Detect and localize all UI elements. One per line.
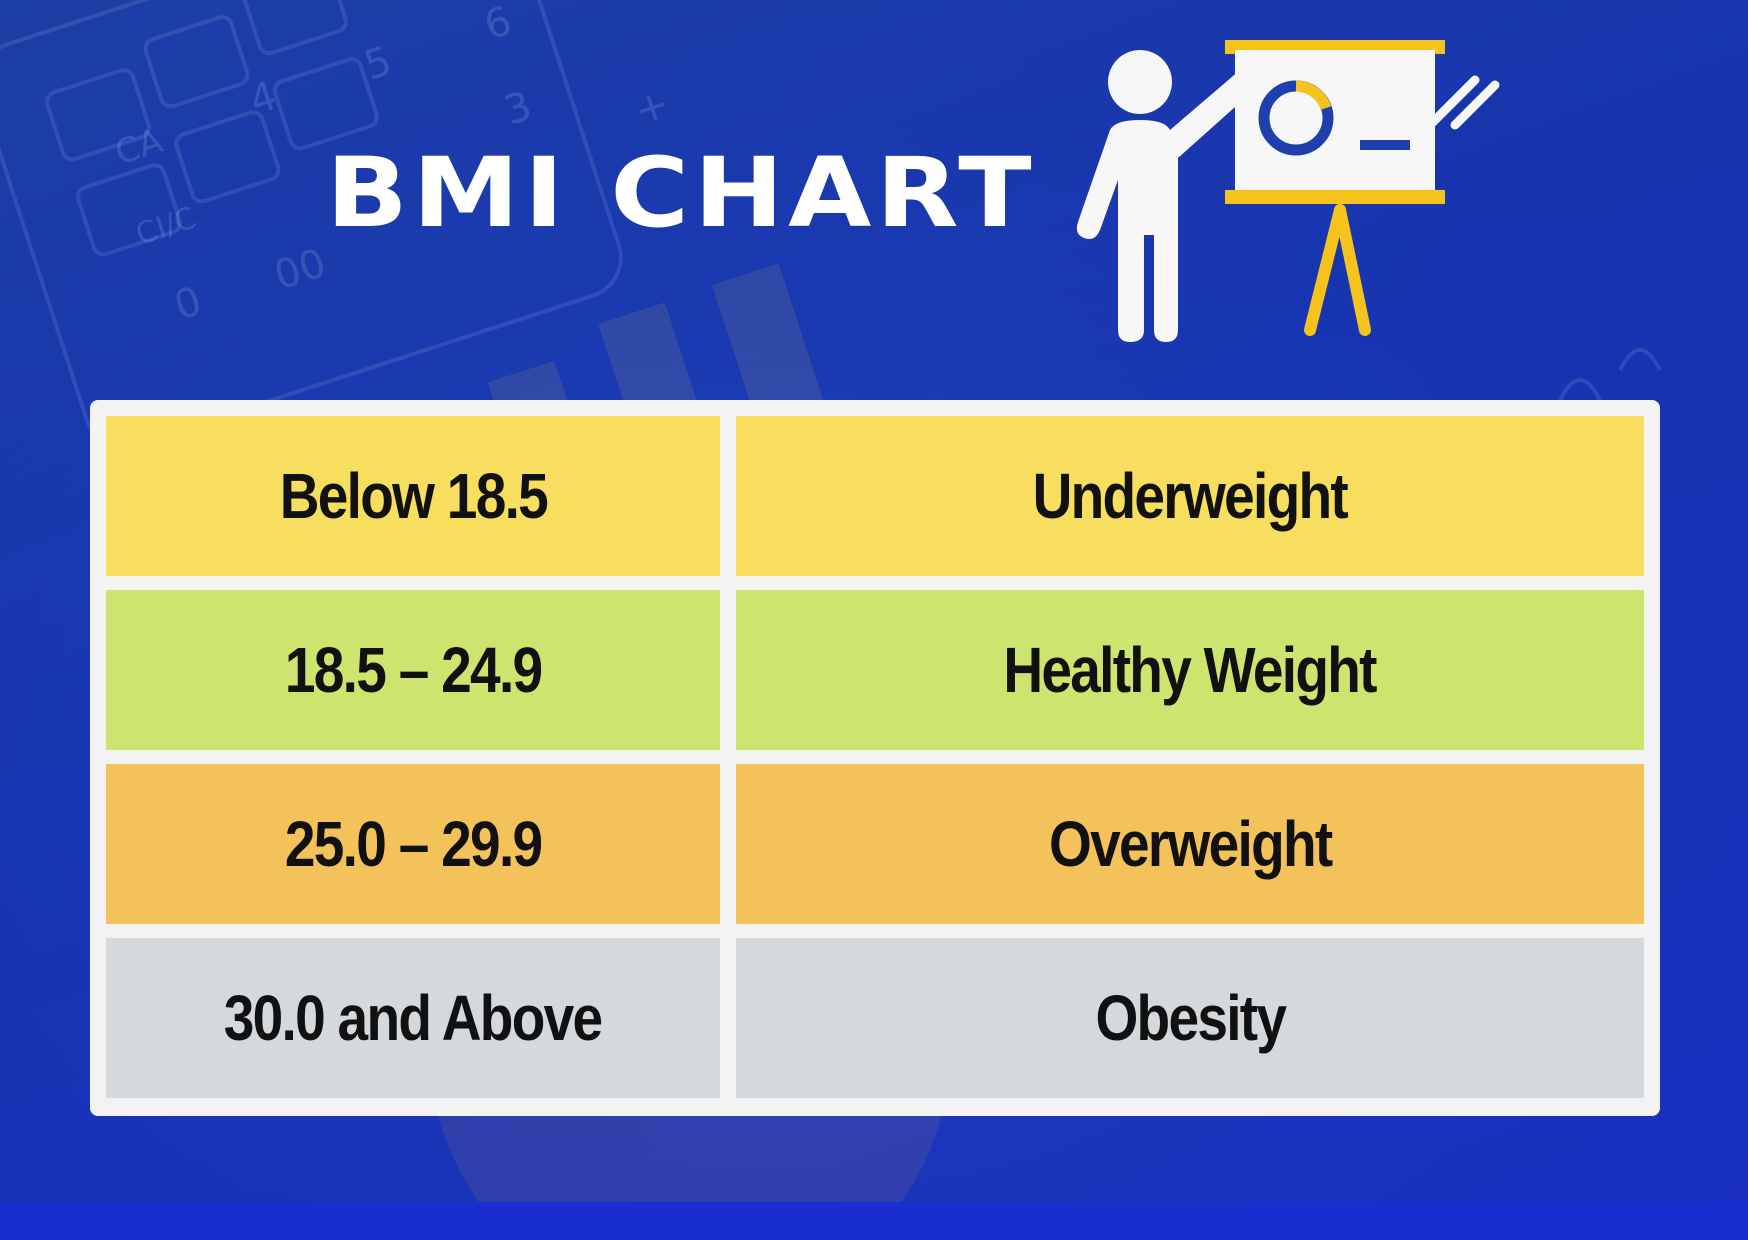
range-label: 18.5 – 24.9 xyxy=(284,634,543,706)
page-title: BMI CHART xyxy=(326,137,1037,249)
presenter-with-board-icon xyxy=(1076,40,1500,343)
range-label: 25.0 – 29.9 xyxy=(284,808,543,880)
bmi-table: Below 18.5 Underweight 18.5 – 24.9 Healt… xyxy=(90,400,1660,1116)
category-label: Healthy Weight xyxy=(1003,634,1378,706)
calculator-illustration xyxy=(0,0,623,448)
category-label: Obesity xyxy=(1095,982,1287,1054)
table-cell-range-overweight: 25.0 – 29.9 xyxy=(106,764,720,924)
category-label: Overweight xyxy=(1048,808,1333,880)
bmi-table-grid: Below 18.5 Underweight 18.5 – 24.9 Healt… xyxy=(106,416,1644,1100)
table-cell-category-healthy: Healthy Weight xyxy=(736,590,1644,750)
bottom-strip xyxy=(0,1202,1748,1240)
range-label: Below 18.5 xyxy=(279,460,548,532)
table-cell-range-underweight: Below 18.5 xyxy=(106,416,720,576)
table-cell-category-underweight: Underweight xyxy=(736,416,1644,576)
table-cell-range-obesity: 30.0 and Above xyxy=(106,938,720,1098)
category-label: Underweight xyxy=(1032,460,1349,532)
table-cell-category-obesity: Obesity xyxy=(736,938,1644,1098)
table-cell-range-healthy: 18.5 – 24.9 xyxy=(106,590,720,750)
table-cell-category-overweight: Overweight xyxy=(736,764,1644,924)
range-label: 30.0 and Above xyxy=(224,982,603,1054)
